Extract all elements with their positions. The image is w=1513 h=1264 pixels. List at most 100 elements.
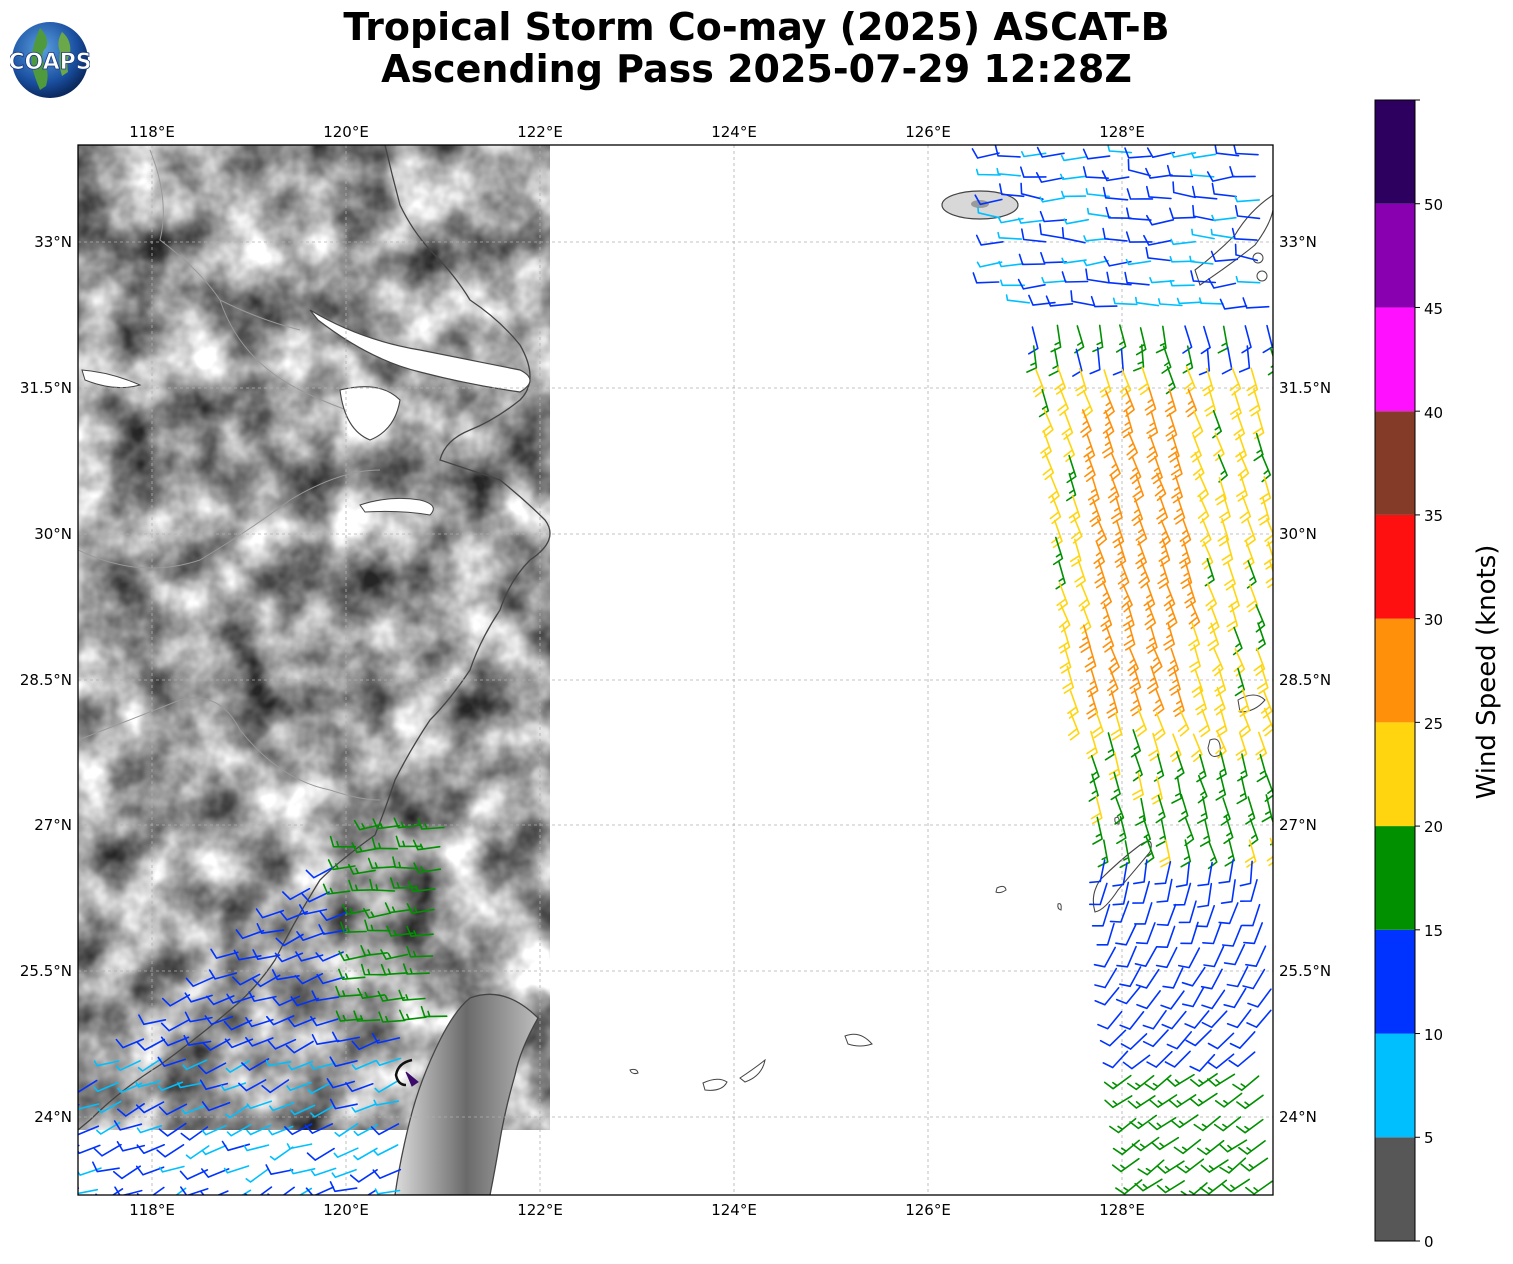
wind-barb (1196, 754, 1207, 783)
lake (339, 386, 401, 441)
lat-tick-label: 33°N (34, 233, 72, 251)
wind-barb (78, 1165, 79, 1167)
wind-barb (1192, 204, 1217, 222)
wind-barb (1169, 207, 1196, 219)
wind-barb (1239, 879, 1258, 902)
wind-barb (1180, 921, 1199, 945)
wind-barb (1245, 945, 1267, 967)
wind-barb (1125, 231, 1153, 243)
wind-barb (1119, 1011, 1145, 1030)
wind-barb (1168, 1094, 1197, 1108)
wind-barb (1083, 259, 1109, 267)
wind-barb (1222, 1178, 1250, 1193)
wind-barb (1040, 252, 1068, 264)
wind-barb (1166, 1073, 1195, 1087)
wind-barb (406, 946, 434, 958)
wind-barb (1221, 346, 1233, 375)
wind-barb (1256, 753, 1268, 783)
wind-barb (1060, 173, 1086, 180)
wind-barb (1145, 246, 1171, 262)
wind-barb (373, 1099, 399, 1106)
wind-barb (135, 1101, 165, 1114)
wind-barb (1063, 218, 1090, 225)
wind-barb (311, 990, 340, 1002)
wind-barb (1129, 455, 1142, 485)
colorbar-tick-label: 10 (1424, 1026, 1443, 1044)
globe-logo-icon: COAPS (10, 22, 90, 98)
wind-barb (1246, 1009, 1272, 1028)
wind-barb (137, 1058, 162, 1072)
wind-barb (1175, 862, 1190, 888)
wind-barb (1112, 1139, 1140, 1156)
wind-barb (1148, 1117, 1177, 1131)
logo-text: COAPS (10, 50, 90, 75)
wind-barb (1179, 518, 1192, 547)
wind-barb (972, 272, 1000, 284)
wind-barb (1132, 880, 1150, 904)
wind-barb (977, 206, 1001, 219)
wind-barb (1145, 167, 1173, 179)
wind-barb (1134, 902, 1153, 925)
wind-barb (1000, 279, 1026, 287)
wind-barb (1229, 1031, 1256, 1049)
wind-barb (1189, 255, 1214, 265)
wind-barb (1223, 943, 1246, 966)
wind-barb (294, 973, 324, 985)
wind-barb (1252, 410, 1265, 440)
wind-barb (1035, 172, 1064, 183)
wind-barb (392, 856, 419, 870)
wind-barb (78, 1187, 80, 1190)
wind-barb (360, 963, 388, 976)
wind-barb (241, 1189, 252, 1195)
wind-barb (271, 995, 301, 1007)
wind-barb (1168, 434, 1180, 463)
wind-barb (161, 994, 191, 1007)
wind-barb (380, 963, 408, 976)
wind-barb (974, 194, 1003, 206)
wind-barb (1111, 495, 1123, 524)
colorbar-tick-label: 30 (1424, 611, 1443, 629)
colorbar-tick-label: 15 (1424, 922, 1443, 940)
wind-barb (353, 1124, 379, 1137)
wind-barb (1208, 605, 1220, 634)
wind-barb (1038, 388, 1050, 418)
wind-barb (156, 1144, 185, 1158)
china-coastline (78, 145, 551, 1131)
wind-barb (268, 1125, 294, 1136)
lon-tick-label: 120°E (323, 123, 369, 141)
wind-barb (1166, 164, 1194, 178)
wind-barb (1155, 794, 1166, 824)
wind-barb (1116, 945, 1137, 968)
wind-barb (1114, 796, 1125, 825)
wind-barb (1200, 1159, 1229, 1173)
wind-barb (1143, 582, 1156, 611)
wind-barb (1142, 1010, 1167, 1030)
wind-barb (353, 1147, 378, 1161)
wind-barb (1203, 945, 1225, 968)
wind-barb (78, 1103, 100, 1110)
wind-barb (1210, 250, 1239, 262)
wind-barb (1109, 900, 1130, 923)
wind-barb (318, 924, 347, 935)
wind-barb (348, 863, 376, 875)
wind-barb (286, 1081, 312, 1092)
wind-barb (1165, 365, 1176, 395)
wind-barb (1061, 411, 1074, 440)
wind-barb (370, 1123, 400, 1136)
wind-barb (1197, 882, 1213, 908)
wind-barb (1197, 1139, 1225, 1156)
wind-barb (1126, 188, 1154, 200)
wind-barb (1190, 152, 1217, 159)
lat-tick-label: 25.5°N (20, 962, 72, 980)
wind-barb (1140, 817, 1151, 846)
wind-barb (1083, 433, 1096, 463)
wind-barb (1236, 1094, 1264, 1110)
wind-barb (1102, 410, 1115, 439)
wind-barb (115, 1060, 141, 1071)
wind-barb (1126, 207, 1152, 221)
wind-barb (1195, 905, 1215, 928)
wind-barb (1050, 324, 1062, 353)
lon-tick-label: 124°E (711, 123, 757, 141)
wind-barb (1236, 776, 1248, 805)
wind-barb (1135, 797, 1146, 826)
